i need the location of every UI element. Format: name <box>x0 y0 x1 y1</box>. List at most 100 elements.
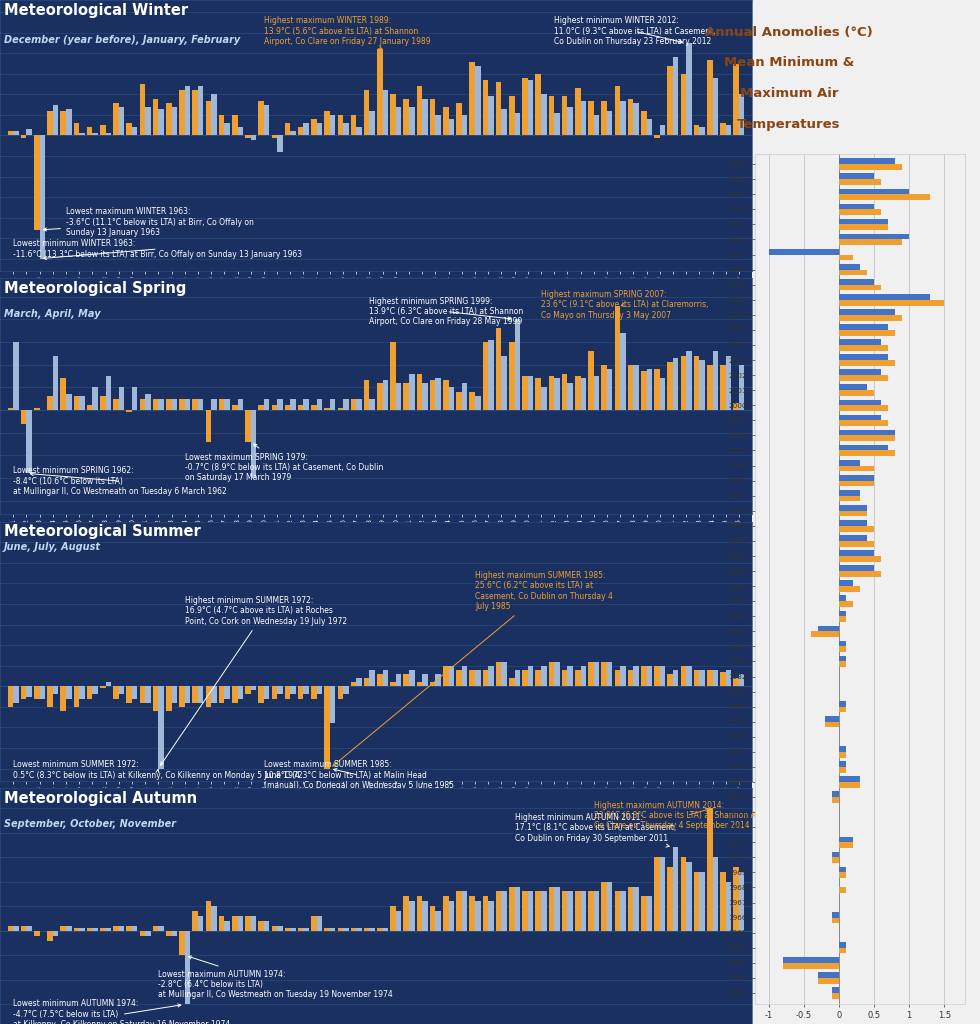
Bar <box>317 398 322 410</box>
Bar <box>317 123 322 135</box>
Bar <box>357 929 362 931</box>
Bar <box>832 797 839 803</box>
Bar <box>377 49 382 135</box>
Bar <box>34 408 39 410</box>
Bar <box>541 892 547 931</box>
Bar <box>832 792 839 797</box>
Bar <box>839 550 874 556</box>
Bar <box>311 686 317 698</box>
Bar <box>364 929 369 931</box>
Bar <box>839 525 874 531</box>
Bar <box>66 686 72 698</box>
Bar <box>290 686 296 694</box>
Bar <box>317 686 322 694</box>
Bar <box>285 929 290 931</box>
Bar <box>179 90 184 135</box>
Bar <box>839 314 902 321</box>
Bar <box>839 480 874 486</box>
Bar <box>673 57 678 135</box>
Bar <box>245 135 251 137</box>
Bar <box>139 686 145 702</box>
Bar <box>694 125 700 135</box>
Bar <box>290 929 296 931</box>
Bar <box>192 686 198 702</box>
Bar <box>47 111 53 135</box>
Bar <box>311 119 317 135</box>
Bar <box>382 381 388 410</box>
Bar <box>522 376 528 410</box>
Bar <box>422 674 427 686</box>
Bar <box>179 931 184 955</box>
Bar <box>251 916 256 931</box>
Bar <box>245 410 251 441</box>
Bar <box>449 387 454 410</box>
Bar <box>357 127 362 135</box>
Bar <box>343 686 349 694</box>
Bar <box>502 109 507 135</box>
Bar <box>61 378 66 410</box>
Bar <box>114 686 119 698</box>
Bar <box>66 109 72 135</box>
Bar <box>839 309 895 314</box>
Bar <box>686 666 692 686</box>
Bar <box>106 133 111 135</box>
Bar <box>74 929 79 931</box>
Bar <box>488 96 494 135</box>
Bar <box>739 365 745 410</box>
Bar <box>575 670 580 686</box>
Bar <box>53 104 59 135</box>
Text: Highest minimum SPRING 1999:
13.9°C (6.3°C above its LTA) at Shannon
Airport, Co: Highest minimum SPRING 1999: 13.9°C (6.3… <box>369 297 523 327</box>
Bar <box>224 921 230 931</box>
Bar <box>47 396 53 410</box>
Bar <box>694 871 700 931</box>
Bar <box>673 847 678 931</box>
Bar <box>488 340 494 410</box>
Bar <box>839 173 874 179</box>
Bar <box>496 329 502 410</box>
Bar <box>259 406 264 410</box>
Bar <box>839 339 881 345</box>
Bar <box>198 398 204 410</box>
Bar <box>119 106 124 135</box>
Bar <box>839 662 846 668</box>
Bar <box>607 369 612 410</box>
Bar <box>614 306 620 410</box>
Text: Lowest minimum SUMMER 1972:
0.5°C (8.3°C below its LTA) at Kilkenny, Co Kilkenny: Lowest minimum SUMMER 1972: 0.5°C (8.3°C… <box>13 760 303 779</box>
Bar <box>567 383 573 410</box>
Bar <box>139 84 145 135</box>
Bar <box>416 682 422 686</box>
Bar <box>733 403 739 410</box>
Bar <box>26 926 32 931</box>
Bar <box>396 383 402 410</box>
Bar <box>620 666 625 686</box>
Bar <box>726 355 731 410</box>
Bar <box>667 66 673 135</box>
Text: Highest maximum SUMMER 1985:
25.6°C (6.2°C above its LTA) at
Casement, Co Dublin: Highest maximum SUMMER 1985: 25.6°C (6.2… <box>333 571 612 766</box>
Bar <box>172 398 177 410</box>
Bar <box>549 887 554 931</box>
Bar <box>509 342 514 410</box>
Bar <box>271 926 277 931</box>
Bar <box>251 410 256 478</box>
Bar <box>700 871 705 931</box>
Bar <box>839 179 881 185</box>
Bar <box>839 240 902 245</box>
Bar <box>390 94 396 135</box>
Bar <box>304 398 309 410</box>
Bar <box>264 398 270 410</box>
Bar <box>535 378 541 410</box>
Bar <box>8 686 13 707</box>
Bar <box>311 916 317 931</box>
Text: Highest maximum SPRING 2007:
23.6°C (9.1°C above its LTA) at Claremorris,
Co May: Highest maximum SPRING 2007: 23.6°C (9.1… <box>541 290 709 319</box>
Bar <box>34 686 39 698</box>
Bar <box>839 616 846 622</box>
Bar <box>680 857 686 931</box>
Bar <box>145 686 151 702</box>
Bar <box>628 670 633 686</box>
Bar <box>712 78 718 135</box>
Bar <box>237 127 243 135</box>
Bar <box>114 102 119 135</box>
Bar <box>290 398 296 410</box>
Bar <box>192 911 198 931</box>
Bar <box>66 926 72 931</box>
